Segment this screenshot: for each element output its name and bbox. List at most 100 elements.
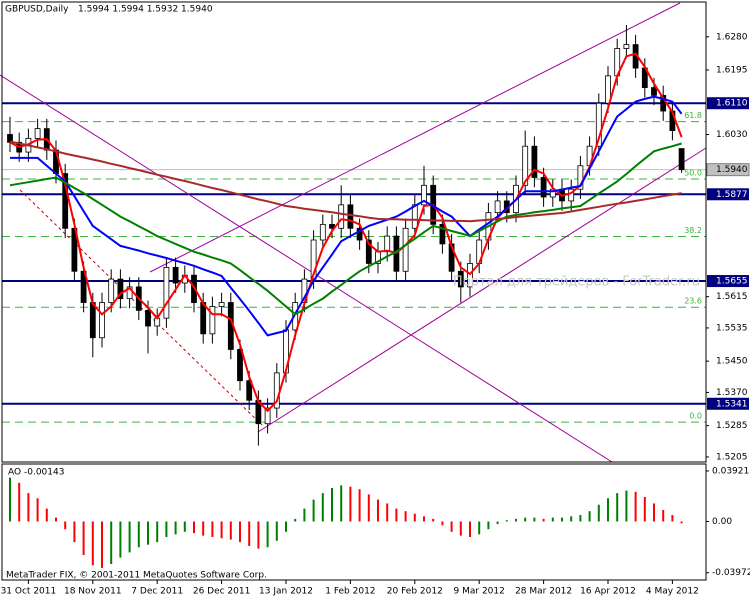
- indicator-bar: [496, 521, 499, 525]
- price-box: [706, 163, 750, 177]
- trend-down: [0, 74, 613, 463]
- candle-body: [246, 380, 253, 401]
- level-box: [707, 275, 749, 288]
- indicator-bar: [229, 521, 232, 540]
- candle-body: [605, 75, 611, 104]
- indicator-bar: [625, 490, 628, 522]
- price-label: 1.5940: [716, 165, 748, 175]
- moving-average: [9, 52, 683, 413]
- indicator-bar: [257, 521, 260, 549]
- indicator-bar: [193, 521, 195, 534]
- candle-body: [522, 145, 529, 186]
- x-tick-label: 7 Dec 2011: [131, 587, 183, 597]
- indicator-bar: [211, 521, 214, 537]
- candle-body: [338, 204, 345, 229]
- indicator-bar: [91, 521, 94, 566]
- candle-body: [421, 184, 427, 206]
- indicator-bar: [202, 521, 205, 536]
- candle-body: [99, 302, 105, 339]
- indicator-name: AO: [8, 468, 21, 478]
- indicator-bar: [45, 508, 48, 522]
- indicator-bar: [266, 521, 269, 548]
- indicator-bar: [147, 521, 149, 545]
- indicator-bar: [607, 498, 609, 522]
- indicator-bar: [165, 521, 168, 537]
- indicator-bar: [358, 489, 361, 522]
- fib-label: 50.0: [684, 169, 702, 178]
- indicator-bar: [367, 494, 370, 522]
- candle-body: [237, 349, 243, 382]
- indicator-bar: [459, 521, 462, 536]
- fib-label: 61.8: [684, 111, 702, 120]
- level-label: 1.5877: [716, 190, 748, 200]
- main-frame: [1, 1, 707, 463]
- y-tick-label: 1.5370: [716, 388, 748, 398]
- x-tick-label: 16 Apr 2012: [580, 587, 636, 597]
- candle-body: [218, 302, 225, 307]
- indicator-bar: [404, 511, 407, 522]
- header-ohlc: 1.5994 1.5994 1.5932 1.5940: [78, 5, 213, 15]
- candle-body: [678, 148, 685, 171]
- indicator-bar: [450, 521, 453, 532]
- indicator-bar: [597, 504, 600, 522]
- candle-body: [568, 188, 575, 202]
- indicator-bar: [248, 521, 251, 546]
- indicator-bar: [671, 515, 674, 522]
- indicator-bar: [505, 520, 508, 522]
- footer: MetaTrader FIX, © 2001-2011 MetaQuotes S…: [6, 571, 267, 581]
- indicator-bar: [137, 521, 140, 548]
- indicator-bar: [524, 517, 527, 522]
- candle-body: [126, 286, 133, 300]
- candle-body: [384, 235, 391, 253]
- level-box: [707, 397, 749, 410]
- level-box: [707, 188, 749, 201]
- y-tick-label: 1.6195: [716, 66, 748, 76]
- indicator-bar: [174, 521, 177, 535]
- candle-body: [494, 200, 501, 214]
- x-tick-label: 31 Oct 2011: [1, 587, 57, 597]
- y-tick-label: 1.5285: [716, 421, 748, 431]
- indicator-tick-label: -0.03972: [712, 568, 750, 578]
- indicator-bar: [680, 521, 683, 524]
- candle-body: [411, 204, 418, 229]
- y-tick-label: 1.5535: [716, 323, 748, 333]
- indicator-bar: [183, 521, 186, 532]
- indicator-bar: [570, 516, 573, 522]
- candle-body: [172, 266, 179, 284]
- indicator-bar: [82, 521, 85, 555]
- indicator-bar: [312, 499, 315, 522]
- level-label: 1.5341: [716, 399, 748, 409]
- candle-body: [347, 204, 354, 229]
- indicator-bar: [321, 493, 324, 522]
- candle-body: [264, 407, 271, 425]
- x-tick-label: 4 May 2012: [646, 587, 699, 597]
- candle-body: [439, 223, 446, 245]
- indicator-bar: [588, 511, 591, 522]
- indicator-bar: [579, 515, 582, 522]
- fib-label: 23.6: [684, 297, 702, 306]
- indicator-bar: [303, 508, 306, 522]
- channel-upper: [149, 2, 681, 273]
- indicator-bar: [73, 521, 76, 543]
- indicator-bar: [331, 487, 333, 522]
- indicator-bar: [386, 503, 389, 522]
- indicator-bar: [128, 521, 131, 553]
- candle-body: [62, 173, 69, 229]
- indicator-bar: [64, 521, 67, 530]
- y-tick-label: 1.6280: [716, 32, 748, 42]
- fib-label: 38.2: [684, 226, 702, 235]
- moving-average: [10, 95, 683, 337]
- indicator-bar: [413, 513, 416, 522]
- indicator-value: -0.00143: [24, 468, 64, 478]
- candle-body: [319, 223, 326, 241]
- indicator-bar: [432, 518, 435, 522]
- y-tick-label: 1.5450: [716, 357, 748, 367]
- indicator-bar: [561, 517, 563, 522]
- indicator-bar: [377, 499, 379, 522]
- x-tick-label: 1 Feb 2012: [325, 587, 375, 597]
- candle-body: [595, 102, 602, 147]
- candle-body: [365, 239, 372, 264]
- indicator-bar: [27, 493, 30, 522]
